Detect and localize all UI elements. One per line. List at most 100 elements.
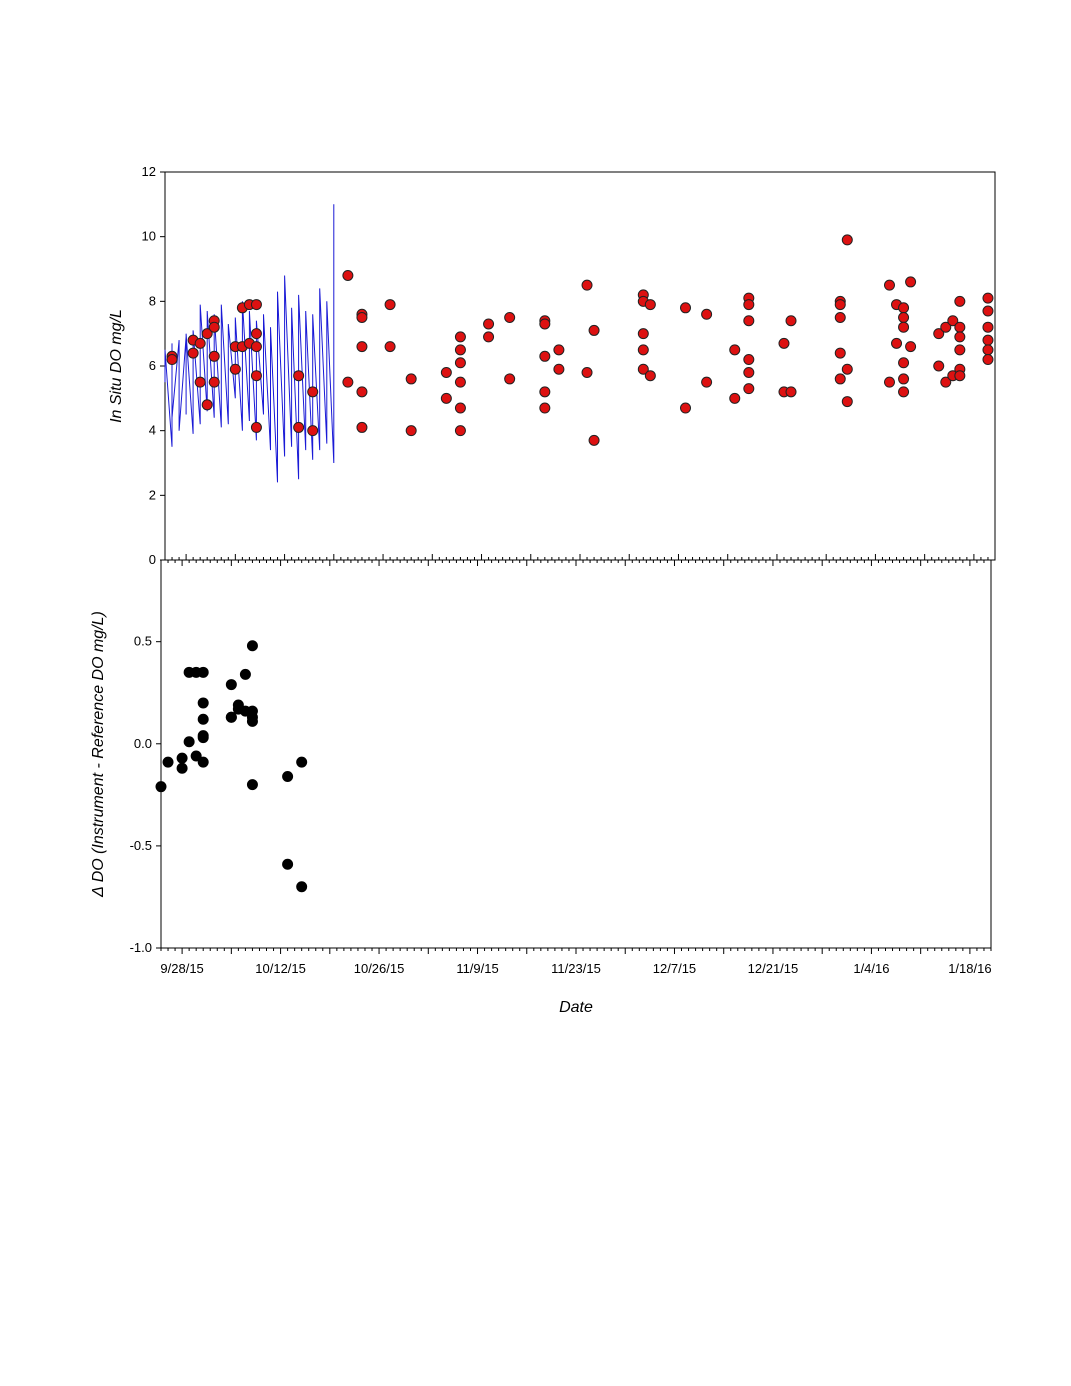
top-data-point <box>905 341 917 353</box>
top-data-point <box>553 363 565 375</box>
top-data-point <box>342 376 354 388</box>
top-data-point <box>982 334 994 346</box>
top-data-point <box>701 376 713 388</box>
bottom-data-point <box>197 697 209 709</box>
top-data-point <box>637 363 649 375</box>
top-y-tick-label: 4 <box>149 423 156 438</box>
top-data-point <box>982 305 994 317</box>
top-panel: 0 2 4 6 8 10 12 In Situ DO mg/L <box>108 164 996 567</box>
top-data-point <box>208 321 220 333</box>
top-data-point <box>954 295 966 307</box>
bottom-x-tick-label: 1/4/16 <box>853 961 889 976</box>
top-data-point <box>250 370 262 382</box>
top-data-point <box>250 328 262 340</box>
top-data-point <box>680 302 692 314</box>
top-data-point <box>841 234 853 246</box>
top-data-point <box>454 357 466 369</box>
bottom-data-point <box>197 732 209 744</box>
top-data-point <box>194 376 206 388</box>
top-x-ticks <box>164 554 996 560</box>
top-data-point <box>588 434 600 446</box>
bottom-x-tick-label: 12/7/15 <box>653 961 696 976</box>
top-data-point <box>778 337 790 349</box>
bottom-data-point <box>239 668 251 680</box>
top-data-point <box>898 312 910 323</box>
top-data-point <box>187 347 199 359</box>
top-data-point <box>250 299 262 311</box>
top-data-point <box>743 366 755 378</box>
top-data-point <box>883 279 895 291</box>
bottom-data-point <box>296 881 308 893</box>
top-data-point <box>841 363 853 375</box>
top-data-point <box>982 354 994 366</box>
bottom-panel: -1.0 -0.5 0.0 0.5 9/28/15 10/12/15 10/26/15 11… <box>90 559 992 1016</box>
bottom-x-tick-label: 11/9/15 <box>456 961 498 976</box>
top-data-point <box>208 350 220 362</box>
top-data-point <box>898 357 910 369</box>
top-data-point <box>581 279 593 291</box>
top-data-point <box>729 392 741 404</box>
top-y-tick-label: 10 <box>142 229 156 244</box>
top-data-point <box>954 331 966 343</box>
bottom-y-tick-label: 0.0 <box>134 736 152 751</box>
bottom-data-point <box>282 770 294 782</box>
top-data-point <box>898 302 910 314</box>
top-data-point <box>834 347 846 359</box>
bottom-data-point <box>176 752 188 764</box>
bottom-series <box>155 640 308 893</box>
top-data-point <box>743 299 755 311</box>
top-data-point <box>454 425 466 437</box>
bottom-data-point <box>155 781 167 793</box>
top-data-point <box>898 373 910 385</box>
top-data-point <box>384 341 396 353</box>
top-data-point <box>834 299 846 311</box>
bottom-plot-frame <box>160 559 992 949</box>
top-data-point <box>954 321 966 333</box>
bottom-data-point <box>296 756 308 768</box>
top-data-point <box>905 276 917 288</box>
top-data-point <box>841 396 853 408</box>
top-data-point <box>405 425 417 437</box>
top-data-point <box>743 354 755 366</box>
bottom-data-point <box>197 666 209 678</box>
top-data-point <box>201 399 213 411</box>
top-data-point <box>293 421 305 433</box>
bottom-data-point <box>246 779 258 791</box>
top-data-point <box>644 299 656 311</box>
bottom-x-tick-label: 10/26/15 <box>354 961 405 976</box>
top-data-point <box>201 328 213 340</box>
top-data-point <box>982 292 994 304</box>
top-data-point <box>898 386 910 398</box>
top-data-point <box>954 344 966 356</box>
bottom-y-tick-label: 0.5 <box>134 634 152 649</box>
top-data-point <box>208 376 220 388</box>
top-data-point <box>553 344 565 356</box>
top-data-point <box>440 392 452 404</box>
top-data-point <box>539 386 551 398</box>
top-data-point <box>933 328 945 340</box>
bottom-x-tick-label: 10/12/15 <box>255 961 306 976</box>
top-data-point <box>933 360 945 372</box>
top-y-tick-label: 12 <box>142 164 156 179</box>
bottom-data-point <box>197 756 209 768</box>
bottom-x-axis-title: Date <box>559 999 593 1016</box>
bottom-data-point <box>190 750 202 762</box>
bottom-x-tick-label: 12/21/15 <box>748 961 799 976</box>
top-data-point <box>504 312 516 323</box>
top-data-point <box>356 421 368 433</box>
bottom-data-point <box>197 713 209 725</box>
top-data-point <box>483 318 495 330</box>
top-data-point <box>356 312 368 323</box>
top-data-point <box>166 354 178 366</box>
top-data-point <box>883 376 895 388</box>
bottom-data-point <box>282 858 294 870</box>
bottom-x-tick-label: 1/18/16 <box>948 961 991 976</box>
top-data-point <box>454 402 466 414</box>
top-data-point <box>743 315 755 327</box>
top-data-point <box>454 344 466 356</box>
top-y-tick-label: 2 <box>149 487 156 502</box>
top-data-point <box>440 366 452 378</box>
bottom-data-point <box>183 736 195 748</box>
top-data-point <box>785 315 797 327</box>
top-data-point <box>701 308 713 320</box>
